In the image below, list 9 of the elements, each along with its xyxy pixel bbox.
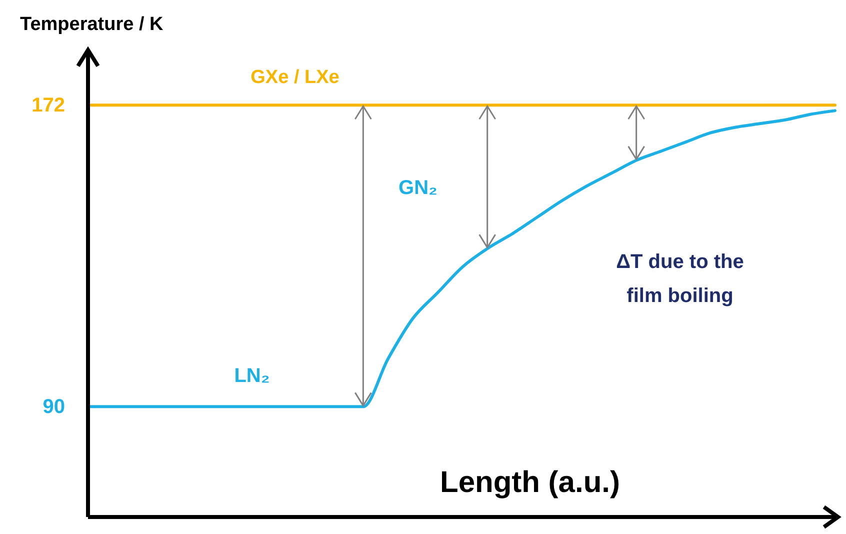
y-tick-label: 90 [42, 396, 65, 418]
annotation: LN₂ [234, 365, 270, 387]
series-label: GXe / LXe [250, 67, 340, 88]
y-axis-title: Temperature / K [20, 14, 164, 35]
annotation: ΔT due to the film boiling [616, 251, 744, 307]
line-series [88, 109, 836, 408]
y-tick-label: 172 [32, 94, 65, 117]
x-axis-title: Length (a.u.) [440, 466, 620, 499]
annotation: GN₂ [398, 177, 438, 199]
